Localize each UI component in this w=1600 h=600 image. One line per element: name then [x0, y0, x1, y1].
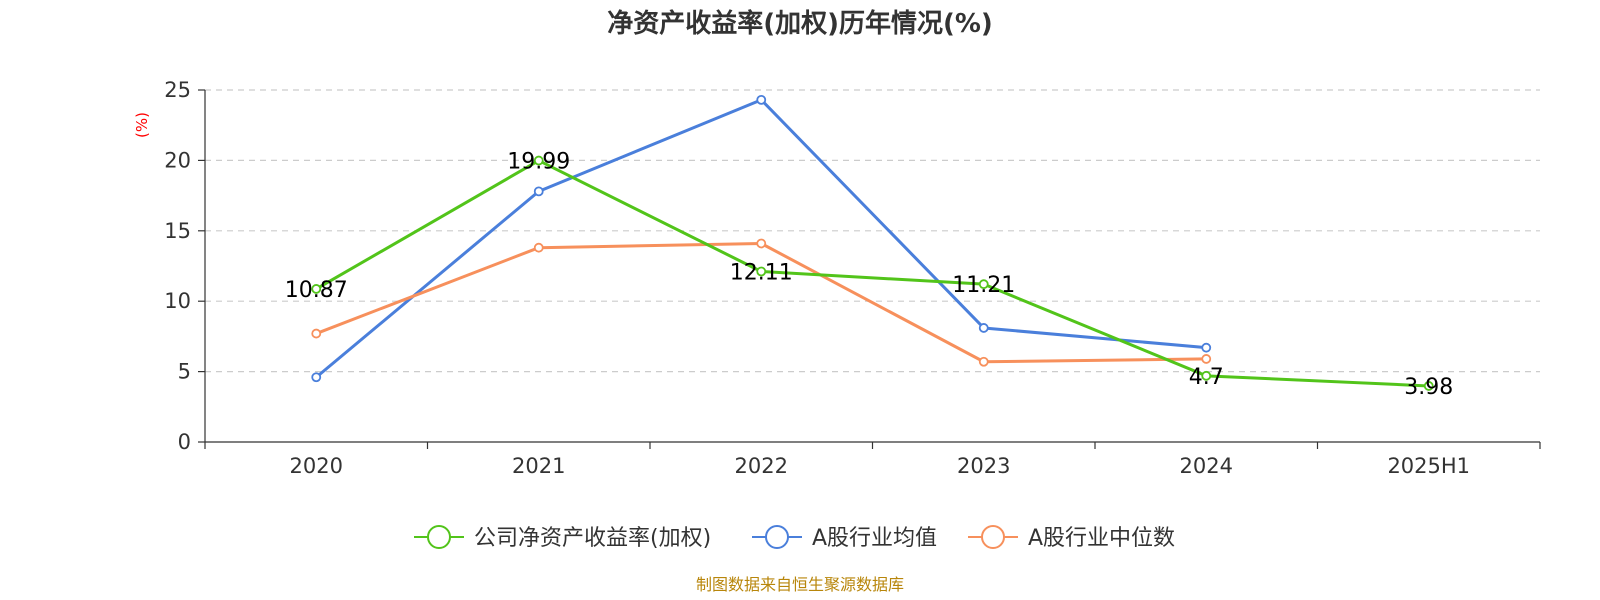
data-point [1201, 342, 1212, 353]
y-tick-label: 20 [164, 148, 191, 172]
y-tick-label: 0 [178, 430, 191, 454]
data-point [311, 284, 322, 294]
x-tick-label: 2021 [512, 454, 565, 478]
legend[interactable]: 公司净资产收益率(加权) A股行业均值 A股行业中位数 [414, 525, 1175, 551]
legend-item[interactable]: A股行业中位数 [968, 525, 1175, 551]
data-point [756, 238, 767, 249]
data-label: 11.21 [952, 273, 1015, 298]
data-point [978, 356, 989, 367]
x-tick-label: 2024 [1180, 454, 1233, 478]
y-axis-label: (%) [133, 112, 151, 138]
legend-marker [427, 525, 451, 549]
series-group [311, 94, 1434, 391]
data-point [1201, 370, 1212, 381]
grid-lines [205, 89, 1540, 373]
y-tick-label: 25 [164, 78, 191, 102]
x-tick-label: 2025H1 [1387, 454, 1470, 478]
source-note: 制图数据来自恒生聚源数据库 [696, 575, 904, 594]
data-point [311, 372, 322, 383]
data-point [1423, 381, 1434, 391]
legend-item[interactable]: 公司净资产收益率(加权) [414, 525, 711, 551]
data-point [533, 186, 544, 197]
data-labels: 10.87 19.99 12.11 11.21 4.7 3.98 [285, 150, 1453, 400]
axes: 0 5 10 15 20 25 2020 2021 2022 2023 2024 2025H1 [164, 78, 1541, 478]
x-tick-label: 2023 [957, 454, 1010, 478]
data-point [533, 155, 544, 166]
legend-marker [765, 525, 789, 549]
data-point [1201, 354, 1212, 364]
y-tick-label: 5 [178, 360, 191, 384]
legend-label: 公司净资产收益率(加权) [474, 526, 711, 551]
data-point [533, 242, 544, 253]
data-label: 12.11 [730, 260, 793, 285]
data-point [311, 328, 322, 339]
y-tick-label: 15 [164, 219, 191, 243]
data-label: 4.7 [1189, 365, 1224, 390]
data-point [756, 266, 767, 277]
series-line [315, 98, 1207, 379]
data-point [978, 323, 989, 333]
series-line [315, 159, 1429, 388]
chart-title: 净资产收益率(加权)历年情况(%) [607, 8, 993, 39]
data-point [978, 279, 989, 290]
data-point [756, 94, 767, 105]
x-tick-label: 2020 [290, 454, 343, 478]
data-label: 10.87 [285, 278, 348, 303]
y-tick-label: 10 [164, 289, 191, 313]
legend-marker [981, 525, 1005, 549]
x-tick-label: 2022 [735, 454, 788, 478]
legend-item[interactable]: A股行业均值 [752, 525, 937, 551]
legend-label: A股行业中位数 [1028, 526, 1175, 551]
legend-label: A股行业均值 [812, 526, 937, 551]
data-label: 3.98 [1404, 375, 1453, 400]
data-label: 19.99 [507, 150, 570, 175]
